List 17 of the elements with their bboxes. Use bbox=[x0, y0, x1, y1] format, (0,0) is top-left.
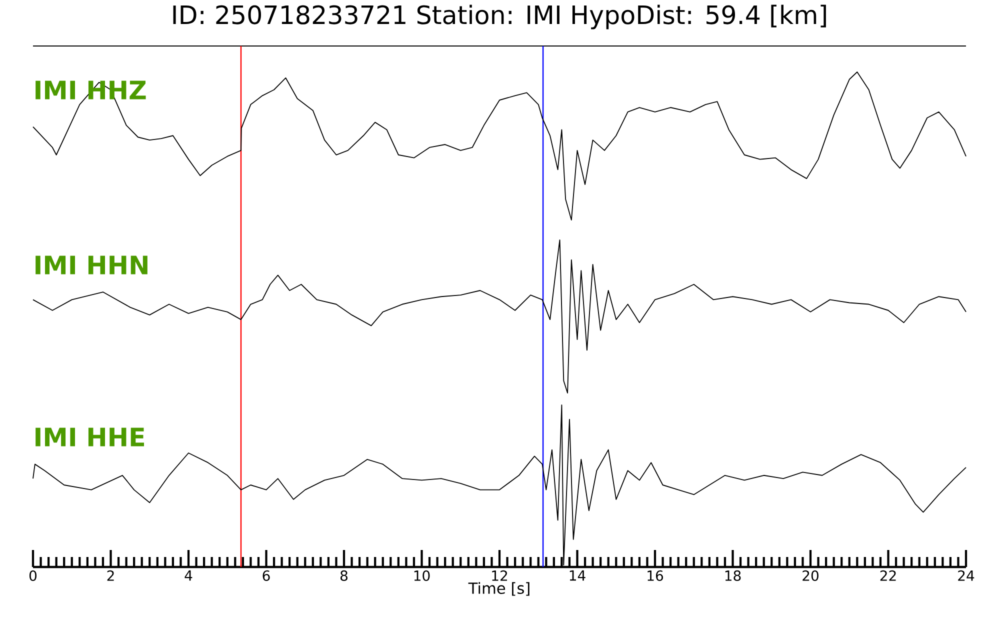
x-tick-label: 2 bbox=[107, 570, 114, 581]
x-tick-label: 18 bbox=[725, 570, 741, 581]
x-tick-label: 10 bbox=[414, 570, 430, 581]
x-tick-label: 4 bbox=[184, 570, 192, 581]
series-label: IMI HHN bbox=[36, 256, 148, 274]
x-tick-label: 12 bbox=[492, 570, 508, 581]
x-tick-label: 14 bbox=[570, 570, 586, 581]
chart-title: ID: 250718233721 Station: IMI HypoDist: 59.4 [km] bbox=[173, 4, 826, 30]
x-tick-label: 8 bbox=[340, 570, 348, 581]
series-label: IMI HHE bbox=[36, 428, 144, 446]
x-tick-label: 24 bbox=[958, 570, 974, 581]
x-tick-label: 0 bbox=[29, 570, 37, 581]
x-tick-label: 22 bbox=[880, 570, 896, 581]
x-axis-title: Time [s] bbox=[468, 582, 530, 596]
x-tick-label: 20 bbox=[802, 570, 818, 581]
x-tick-label: 6 bbox=[262, 570, 270, 581]
x-tick-label: 16 bbox=[648, 570, 664, 581]
